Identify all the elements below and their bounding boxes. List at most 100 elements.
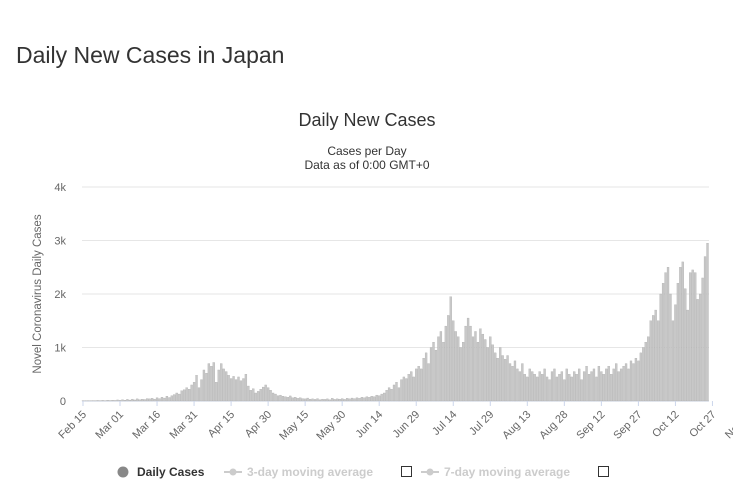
bar[interactable] bbox=[659, 293, 662, 402]
bar[interactable] bbox=[649, 320, 652, 402]
bar[interactable] bbox=[503, 359, 507, 402]
bar[interactable] bbox=[637, 360, 640, 402]
bar[interactable] bbox=[580, 379, 583, 402]
bar[interactable] bbox=[563, 379, 566, 402]
bar[interactable] bbox=[355, 397, 359, 402]
bar[interactable] bbox=[173, 394, 176, 402]
bar[interactable] bbox=[531, 371, 534, 402]
bar[interactable] bbox=[111, 400, 114, 402]
bar[interactable] bbox=[513, 360, 517, 402]
bar[interactable] bbox=[217, 369, 220, 402]
bar[interactable] bbox=[471, 336, 475, 402]
bar[interactable] bbox=[686, 309, 689, 402]
bar[interactable] bbox=[202, 369, 206, 402]
bar[interactable] bbox=[402, 376, 406, 402]
bar[interactable] bbox=[582, 371, 586, 402]
bar[interactable] bbox=[434, 350, 438, 402]
bar[interactable] bbox=[244, 374, 248, 402]
bar[interactable] bbox=[215, 382, 218, 402]
bar[interactable] bbox=[689, 272, 692, 402]
bar[interactable] bbox=[331, 398, 334, 402]
bar[interactable] bbox=[197, 387, 201, 402]
bar[interactable] bbox=[664, 272, 667, 402]
bar[interactable] bbox=[691, 269, 694, 402]
bar[interactable] bbox=[654, 309, 657, 402]
bar[interactable] bbox=[516, 368, 519, 402]
bar[interactable] bbox=[121, 399, 124, 402]
bar[interactable] bbox=[299, 397, 302, 402]
bar[interactable] bbox=[573, 371, 576, 402]
bar[interactable] bbox=[318, 399, 322, 402]
bar[interactable] bbox=[286, 397, 290, 402]
bar[interactable] bbox=[644, 341, 647, 402]
bar[interactable] bbox=[237, 376, 240, 402]
bar[interactable] bbox=[232, 376, 235, 402]
bar[interactable] bbox=[585, 366, 588, 402]
bar[interactable] bbox=[304, 398, 307, 402]
bar[interactable] bbox=[400, 379, 403, 402]
bar[interactable] bbox=[511, 366, 514, 402]
bar[interactable] bbox=[474, 331, 477, 402]
bar[interactable] bbox=[642, 347, 645, 402]
bar[interactable] bbox=[521, 363, 524, 402]
bar[interactable] bbox=[150, 398, 154, 402]
bar[interactable] bbox=[694, 272, 697, 402]
bar[interactable] bbox=[617, 371, 620, 402]
bar[interactable] bbox=[378, 395, 381, 402]
bar[interactable] bbox=[476, 341, 480, 402]
bar[interactable] bbox=[405, 378, 408, 402]
bar[interactable] bbox=[333, 399, 336, 402]
bar[interactable] bbox=[234, 379, 238, 402]
bar[interactable] bbox=[358, 398, 361, 402]
bar[interactable] bbox=[610, 374, 613, 402]
bar[interactable] bbox=[632, 363, 635, 402]
bar[interactable] bbox=[422, 358, 425, 402]
bar[interactable] bbox=[607, 366, 610, 402]
bar[interactable] bbox=[600, 371, 603, 402]
bar[interactable] bbox=[254, 392, 257, 402]
bar[interactable] bbox=[484, 339, 487, 402]
bar[interactable] bbox=[499, 347, 502, 402]
bar[interactable] bbox=[116, 399, 119, 402]
bar[interactable] bbox=[466, 317, 470, 402]
bar[interactable] bbox=[457, 336, 460, 402]
bar[interactable] bbox=[146, 398, 149, 402]
bar[interactable] bbox=[294, 397, 297, 402]
bar[interactable] bbox=[698, 293, 702, 402]
bar[interactable] bbox=[353, 398, 356, 402]
bar[interactable] bbox=[341, 398, 344, 402]
bar[interactable] bbox=[395, 382, 398, 402]
bar[interactable] bbox=[148, 398, 151, 402]
bar[interactable] bbox=[195, 375, 198, 402]
bar[interactable] bbox=[590, 371, 593, 402]
bar[interactable] bbox=[383, 392, 386, 402]
bar[interactable] bbox=[624, 363, 628, 402]
bar[interactable] bbox=[548, 379, 551, 402]
bar[interactable] bbox=[385, 390, 388, 402]
bar[interactable] bbox=[158, 398, 161, 402]
bar[interactable] bbox=[491, 344, 494, 402]
bar[interactable] bbox=[296, 398, 299, 402]
bar[interactable] bbox=[533, 374, 536, 402]
bar[interactable] bbox=[459, 347, 462, 402]
bar[interactable] bbox=[449, 296, 452, 402]
bar[interactable] bbox=[523, 374, 526, 402]
bar[interactable] bbox=[350, 397, 354, 402]
bar[interactable] bbox=[605, 368, 608, 402]
bar[interactable] bbox=[540, 374, 544, 402]
bar[interactable] bbox=[703, 256, 707, 402]
bar[interactable] bbox=[452, 320, 455, 402]
bar[interactable] bbox=[192, 382, 196, 402]
bar[interactable] bbox=[187, 389, 191, 402]
bar[interactable] bbox=[138, 399, 141, 402]
bar[interactable] bbox=[568, 374, 571, 402]
bar[interactable] bbox=[373, 396, 376, 402]
bar[interactable] bbox=[469, 325, 472, 402]
bar[interactable] bbox=[652, 315, 655, 402]
bar[interactable] bbox=[615, 363, 618, 402]
bar[interactable] bbox=[612, 368, 615, 402]
bar[interactable] bbox=[661, 283, 665, 402]
bar[interactable] bbox=[464, 325, 467, 402]
bar[interactable] bbox=[674, 304, 677, 402]
bar[interactable] bbox=[380, 393, 383, 402]
